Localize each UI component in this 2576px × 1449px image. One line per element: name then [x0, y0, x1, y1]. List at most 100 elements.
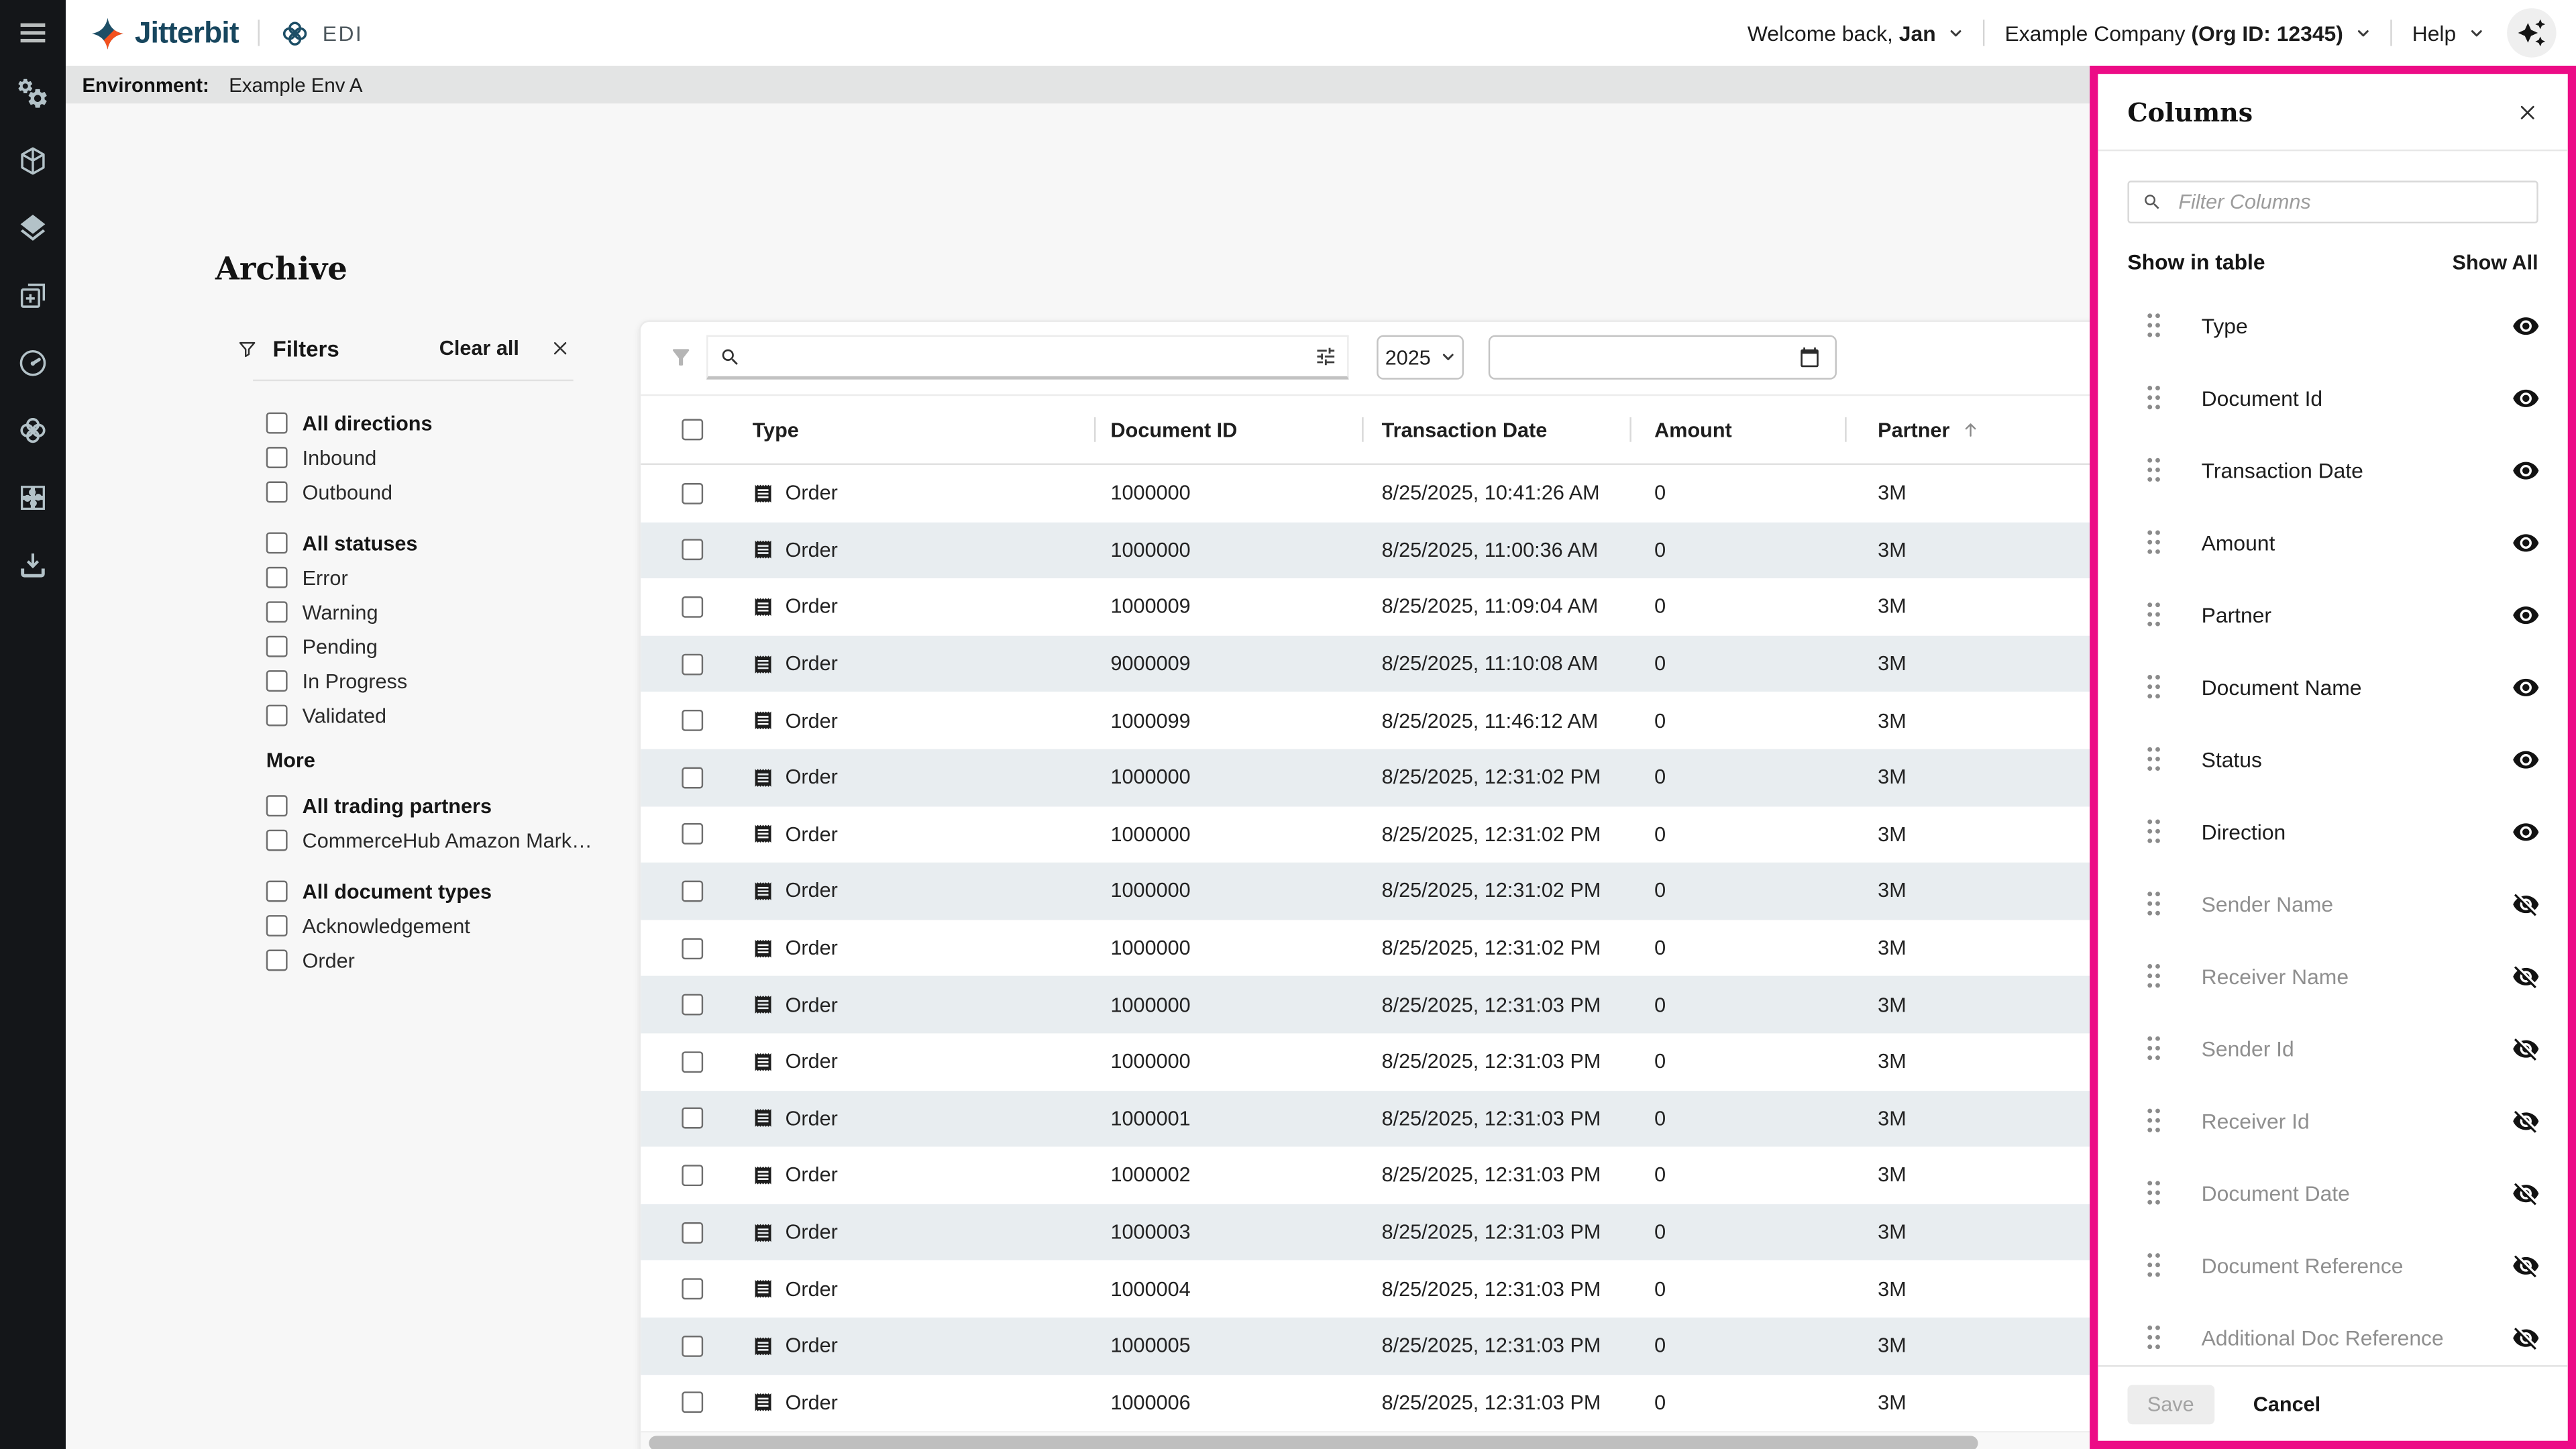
table-row[interactable]: Order 1000004 8/25/2025, 12:31:03 PM 0 3…: [641, 1260, 2174, 1318]
drag-handle-icon[interactable]: [2145, 529, 2161, 555]
scrollbar-thumb[interactable]: [649, 1436, 1978, 1449]
visibility-toggle[interactable]: [2512, 890, 2540, 918]
table-row[interactable]: Order 1000000 8/25/2025, 12:31:02 PM 0 3…: [641, 863, 2174, 920]
filter-checkbox[interactable]: [266, 482, 288, 503]
row-checkbox[interactable]: [682, 483, 703, 504]
ai-assistant-button[interactable]: [2507, 8, 2556, 57]
close-icon[interactable]: [2517, 101, 2538, 123]
filter-checkbox[interactable]: [266, 601, 288, 623]
filter-checkbox[interactable]: [266, 915, 288, 936]
column-item[interactable]: Document Date: [2098, 1157, 2567, 1229]
header-cell-amount[interactable]: Amount: [1629, 396, 1845, 463]
drag-handle-icon[interactable]: [2145, 1035, 2161, 1061]
column-item[interactable]: Status: [2098, 723, 2567, 796]
drag-handle-icon[interactable]: [2145, 963, 2161, 989]
row-checkbox[interactable]: [682, 596, 703, 618]
column-item[interactable]: Amount: [2098, 506, 2567, 578]
column-item[interactable]: Document Id: [2098, 362, 2567, 434]
row-checkbox[interactable]: [682, 767, 703, 788]
visibility-toggle[interactable]: [2512, 962, 2540, 990]
row-checkbox[interactable]: [682, 1108, 703, 1129]
sidebar-item-marketplace-puzzle-icon[interactable]: [16, 482, 49, 515]
visibility-toggle[interactable]: [2512, 600, 2540, 629]
column-item[interactable]: Transaction Date: [2098, 434, 2567, 506]
filter-checkbox[interactable]: [266, 636, 288, 657]
drag-handle-icon[interactable]: [2145, 1108, 2161, 1134]
jitterbit-logo[interactable]: Jitterbit: [91, 15, 239, 50]
table-row[interactable]: Order 1000009 8/25/2025, 11:09:04 AM 0 3…: [641, 579, 2174, 636]
edi-product[interactable]: EDI: [280, 17, 363, 49]
visibility-toggle[interactable]: [2512, 817, 2540, 845]
user-menu[interactable]: Welcome back, Jan: [1748, 21, 1964, 46]
drag-handle-icon[interactable]: [2145, 674, 2161, 700]
filters-close-icon[interactable]: [550, 338, 570, 358]
visibility-toggle[interactable]: [2512, 1179, 2540, 1207]
drag-handle-icon[interactable]: [2145, 1179, 2161, 1205]
visibility-toggle[interactable]: [2512, 528, 2540, 556]
row-checkbox[interactable]: [682, 937, 703, 959]
column-item[interactable]: Document Reference: [2098, 1229, 2567, 1301]
filter-checkbox[interactable]: [266, 532, 288, 553]
table-row[interactable]: Order 1000000 8/25/2025, 10:41:26 AM 0 3…: [641, 465, 2174, 522]
row-checkbox[interactable]: [682, 1165, 703, 1186]
column-item[interactable]: Type: [2098, 289, 2567, 362]
row-checkbox[interactable]: [682, 710, 703, 731]
sidebar-item-settings-gears-icon[interactable]: [16, 77, 49, 110]
column-item[interactable]: Receiver Name: [2098, 940, 2567, 1012]
sidebar-item-integration-cube-icon[interactable]: [16, 145, 49, 178]
visibility-toggle[interactable]: [2512, 384, 2540, 412]
table-row[interactable]: Order 9000009 8/25/2025, 11:10:08 AM 0 3…: [641, 635, 2174, 692]
table-row[interactable]: Order 1000006 8/25/2025, 12:31:03 PM 0 3…: [641, 1375, 2174, 1432]
select-all-checkbox[interactable]: [682, 419, 703, 440]
sidebar-item-layers-icon[interactable]: [16, 212, 49, 245]
row-checkbox[interactable]: [682, 1222, 703, 1243]
drag-handle-icon[interactable]: [2145, 818, 2161, 845]
visibility-toggle[interactable]: [2512, 1034, 2540, 1063]
drag-handle-icon[interactable]: [2145, 1324, 2161, 1350]
visibility-toggle[interactable]: [2512, 1251, 2540, 1279]
year-select[interactable]: 2025: [1377, 335, 1464, 380]
table-row[interactable]: Order 1000099 8/25/2025, 11:46:12 AM 0 3…: [641, 692, 2174, 749]
table-row[interactable]: Order 1000003 8/25/2025, 12:31:03 PM 0 3…: [641, 1203, 2174, 1260]
calendar-icon[interactable]: [1799, 347, 1821, 368]
visibility-toggle[interactable]: [2512, 1106, 2540, 1134]
drag-handle-icon[interactable]: [2145, 890, 2161, 916]
column-item[interactable]: Direction: [2098, 795, 2567, 867]
row-checkbox[interactable]: [682, 539, 703, 561]
sidebar-item-edi-flower-icon[interactable]: [16, 414, 49, 447]
drag-handle-icon[interactable]: [2145, 746, 2161, 772]
row-checkbox[interactable]: [682, 824, 703, 845]
visibility-toggle[interactable]: [2512, 673, 2540, 701]
sidebar-item-downloads-icon[interactable]: [16, 549, 49, 582]
row-checkbox[interactable]: [682, 1051, 703, 1073]
sidebar-item-duplicate-plus-icon[interactable]: [16, 279, 49, 312]
row-checkbox[interactable]: [682, 881, 703, 902]
hamburger-menu-icon[interactable]: [16, 16, 49, 49]
filter-checkbox[interactable]: [266, 950, 288, 971]
header-cell-transaction-date[interactable]: Transaction Date: [1362, 396, 1629, 463]
search-input[interactable]: [751, 343, 1314, 370]
drag-handle-icon[interactable]: [2145, 312, 2161, 338]
row-checkbox[interactable]: [682, 1392, 703, 1413]
visibility-toggle[interactable]: [2512, 1324, 2540, 1352]
show-all-button[interactable]: Show All: [2453, 252, 2538, 274]
filter-checkbox[interactable]: [266, 567, 288, 588]
table-row[interactable]: Order 1000000 8/25/2025, 12:31:03 PM 0 3…: [641, 977, 2174, 1034]
toolbar-funnel-icon[interactable]: [669, 345, 694, 370]
column-item[interactable]: Receiver Id: [2098, 1084, 2567, 1157]
more-link[interactable]: More: [266, 749, 584, 772]
save-button[interactable]: Save: [2127, 1384, 2214, 1424]
advanced-filter-tune-icon[interactable]: [1314, 345, 1337, 368]
sort-ascending-icon[interactable]: [1960, 419, 1981, 440]
help-menu[interactable]: Help: [2412, 21, 2484, 46]
column-item[interactable]: Sender Id: [2098, 1012, 2567, 1085]
table-row[interactable]: Order 1000002 8/25/2025, 12:31:03 PM 0 3…: [641, 1147, 2174, 1204]
drag-handle-icon[interactable]: [2145, 384, 2161, 411]
date-input[interactable]: [1503, 344, 1799, 370]
visibility-toggle[interactable]: [2512, 745, 2540, 773]
row-checkbox[interactable]: [682, 1335, 703, 1356]
filter-columns-input[interactable]: [2175, 189, 2536, 215]
table-row[interactable]: Order 1000000 8/25/2025, 12:31:02 PM 0 3…: [641, 806, 2174, 863]
drag-handle-icon[interactable]: [2145, 601, 2161, 627]
sidebar-item-dashboard-gauge-icon[interactable]: [16, 347, 49, 380]
